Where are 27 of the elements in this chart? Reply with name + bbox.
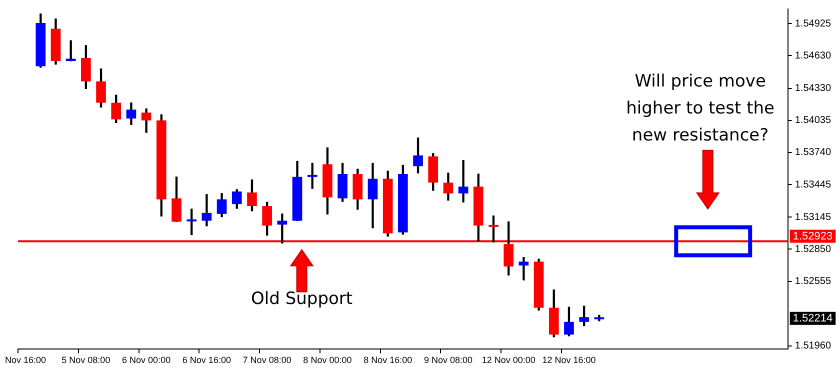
y-tick-label: 1.54630 bbox=[794, 50, 832, 62]
y-tick-label: 1.54330 bbox=[794, 83, 832, 94]
annotation: Old Support bbox=[251, 288, 353, 309]
y-tick-label: 1.54035 bbox=[794, 115, 832, 126]
candlestick bbox=[458, 160, 468, 202]
x-tick-label: 5 Nov 08:00 bbox=[62, 355, 110, 366]
x-tick-label: 12 Nov 00:00 bbox=[482, 355, 536, 366]
candlestick bbox=[202, 194, 212, 226]
annotation: Will price move higher to test the new resistance? bbox=[626, 72, 774, 146]
y-tick-label: 1.53145 bbox=[794, 212, 832, 223]
y-tick-label: 1.53740 bbox=[794, 147, 832, 158]
x-tick-label: 7 Nov 08:00 bbox=[242, 355, 292, 366]
y-tick-label: 1.51960 bbox=[794, 340, 832, 352]
ref-line-label: 1.52923 bbox=[792, 230, 833, 242]
x-tick-label: Nov 16:00 bbox=[5, 355, 46, 366]
text: 1.52214 bbox=[792, 312, 833, 324]
y-tick-label: 1.52850 bbox=[794, 244, 832, 255]
x-tick-label: 9 Nov 08:00 bbox=[424, 355, 472, 366]
x-tick-label: 6 Nov 00:00 bbox=[122, 355, 171, 366]
x-tick-label: 6 Nov 16:00 bbox=[182, 355, 231, 366]
x-tick-label: 8 Nov 16:00 bbox=[364, 355, 412, 366]
y-tick-label: 1.54925 bbox=[794, 18, 832, 30]
x-tick-label: 8 Nov 00:00 bbox=[303, 355, 352, 366]
x-tick-label: 12 Nov 16:00 bbox=[542, 355, 596, 366]
y-tick-label: 1.53445 bbox=[794, 179, 832, 190]
y-tick-label: 1.52555 bbox=[794, 276, 832, 288]
candlestick bbox=[518, 257, 529, 280]
